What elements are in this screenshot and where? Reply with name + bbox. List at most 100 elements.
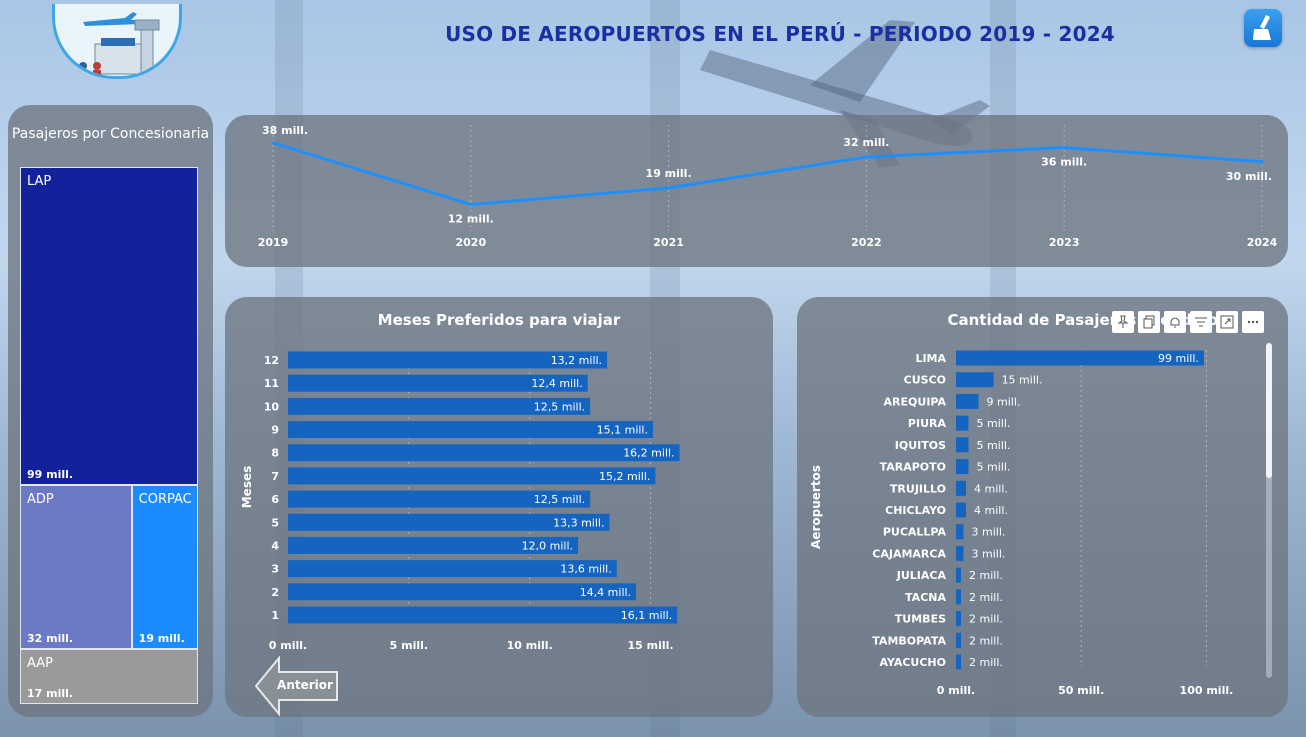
y-axis-label: Meses [240, 466, 254, 509]
arrow-left-icon [254, 655, 338, 717]
bar [288, 536, 579, 554]
x-tick-label: 15 mill. [628, 639, 674, 652]
treemap-title: Pasajeros por Concesionaria [11, 126, 210, 142]
bar-value-label: 12,5 mill. [534, 493, 585, 506]
treemap-cell-label: LAP [27, 174, 52, 189]
bar-value-label: 12,5 mill. [534, 400, 585, 413]
bar-value-label: 14,4 mill. [580, 586, 631, 599]
data-label: 38 mill. [262, 124, 308, 137]
category-label: AREQUIPA [884, 395, 947, 408]
category-label: 10 [264, 400, 280, 413]
x-tick-label: 0 mill. [937, 684, 975, 697]
bar [956, 502, 967, 518]
months-bar-chart: 0 mill. 5 mill. 10 mill. 15 mill. Meses 12 13,… [240, 351, 680, 652]
broom-icon[interactable] [1244, 9, 1282, 47]
treemap-cell-label: CORPAC [138, 492, 192, 508]
airport-logo-icon [52, 4, 182, 79]
x-tick-label: 5 mill. [390, 639, 428, 652]
airports-panel: Cantidad de Pasajeros Atendidos [797, 297, 1288, 717]
bar-value-label: 3 mill. [972, 526, 1006, 539]
line-chart: 2019 2020 2021 2022 2023 2024 38 mill. 12 mill.… [258, 124, 1278, 249]
category-label: 9 [271, 424, 279, 437]
pin-icon[interactable] [1112, 311, 1134, 333]
treemap-cell-value: 17 mill. [27, 686, 74, 700]
bar-value-label: 2 mill. [969, 656, 1003, 669]
bar [288, 490, 591, 508]
bar-value-label: 99 mill. [1158, 352, 1199, 365]
data-point [271, 141, 275, 145]
treemap-cell-aap[interactable]: AAP 17 mill. [20, 649, 198, 704]
bar [956, 480, 967, 496]
bar [956, 393, 979, 409]
x-tick-label: 2024 [1247, 236, 1278, 249]
focus-mode-icon[interactable] [1216, 311, 1238, 333]
back-button-label: Anterior [277, 678, 333, 692]
treemap-cell-adp[interactable]: ADP 32 mill. [20, 485, 132, 650]
bar [956, 654, 962, 670]
category-label: 12 [264, 354, 279, 367]
treemap-cell-lap[interactable]: LAP 99 mill. [20, 167, 198, 486]
data-point [864, 155, 868, 159]
category-label: 5 [271, 516, 279, 529]
x-tick-label: 2019 [258, 236, 289, 249]
bar [956, 632, 962, 648]
more-options-icon[interactable] [1242, 311, 1264, 333]
treemap-cell-corpac[interactable]: CORPAC 19 mill. [131, 485, 198, 650]
data-point [469, 203, 473, 206]
bar [956, 524, 964, 540]
scrollbar-thumb[interactable] [1266, 343, 1272, 478]
copy-icon[interactable] [1138, 311, 1160, 333]
bar [956, 545, 964, 561]
bar [956, 611, 962, 627]
x-tick-label: 10 mill. [507, 639, 553, 652]
bar [956, 372, 994, 388]
bar [956, 589, 962, 605]
bar-value-label: 4 mill. [974, 504, 1008, 517]
bar-value-label: 3 mill. [972, 547, 1006, 560]
bar-value-label: 2 mill. [969, 634, 1003, 647]
bar [288, 560, 617, 578]
x-tick-label: 0 mill. [269, 639, 307, 652]
category-label: 3 [271, 563, 279, 576]
bell-icon[interactable] [1164, 311, 1186, 333]
category-label: TUMBES [895, 613, 946, 626]
bar-value-label: 5 mill. [977, 461, 1011, 474]
category-label: 8 [271, 447, 279, 460]
bar-value-label: 9 mill. [987, 395, 1021, 408]
category-label: JULIACA [896, 569, 947, 582]
data-label: 32 mill. [843, 136, 889, 149]
bar [288, 467, 656, 485]
x-tick-label: 100 mill. [1180, 684, 1234, 697]
bar-value-label: 12,0 mill. [522, 539, 573, 552]
category-label: TRUJILLO [890, 482, 946, 495]
bar [956, 567, 962, 583]
bar [288, 397, 591, 415]
category-label: TAMBOPATA [872, 634, 946, 647]
bar-value-label: 13,3 mill. [553, 516, 604, 529]
x-tick-label: 2022 [851, 236, 882, 249]
category-label: TARAPOTO [880, 461, 946, 474]
category-label: LIMA [915, 352, 946, 365]
bar [956, 459, 969, 475]
treemap-cell-value: 99 mill. [27, 468, 74, 482]
category-label: 7 [271, 470, 279, 483]
airports-scrollbar[interactable] [1266, 343, 1272, 678]
bar-value-label: 2 mill. [969, 569, 1003, 582]
bar [288, 374, 588, 392]
page-title: USO DE AEROPUERTOS EN EL PERÚ - PERIODO … [445, 22, 1115, 46]
bar-value-label: 13,6 mill. [560, 563, 611, 576]
airports-bar-chart: 0 mill. 50 mill. 100 mill. Aeropuertos LIMA 9… [809, 350, 1234, 697]
bar-value-label: 16,1 mill. [621, 609, 672, 622]
filter-icon[interactable] [1190, 311, 1212, 333]
data-point [667, 186, 671, 190]
bar [288, 351, 608, 369]
data-point [1260, 160, 1264, 164]
bar [956, 415, 969, 431]
data-label: 19 mill. [646, 167, 692, 180]
back-button[interactable]: Anterior [254, 655, 339, 717]
bar-value-label: 5 mill. [977, 439, 1011, 452]
category-label: PUCALLPA [883, 526, 947, 539]
category-label: 6 [271, 493, 279, 506]
treemap-cell-label: ADP [27, 492, 54, 508]
treemap-cell-label: AAP [27, 656, 53, 672]
